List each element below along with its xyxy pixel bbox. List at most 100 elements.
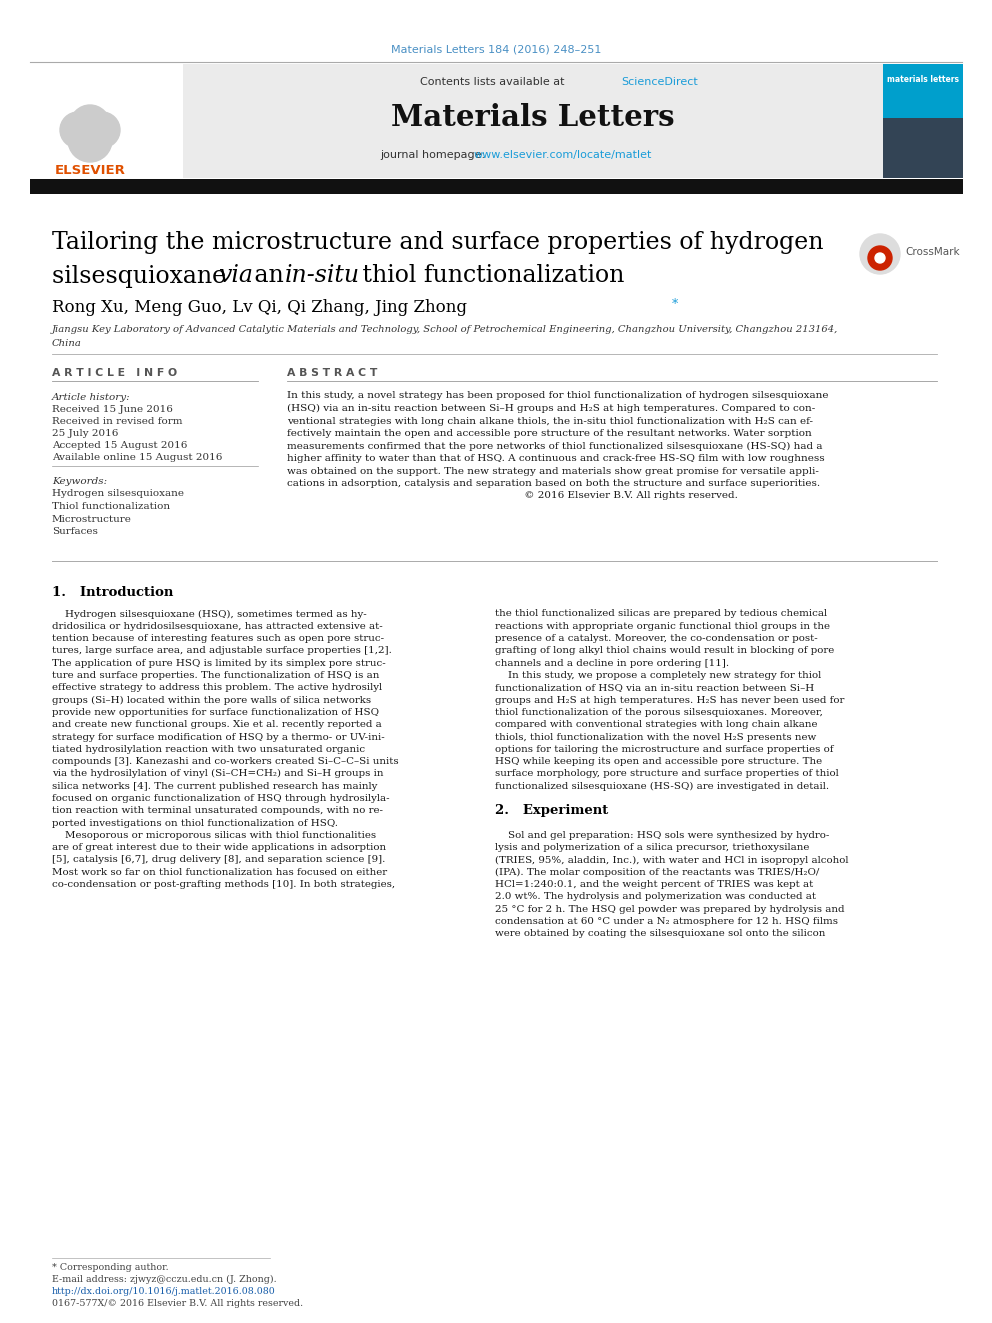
Text: Sol and gel preparation: HSQ sols were synthesized by hydro-: Sol and gel preparation: HSQ sols were s… [495,831,829,840]
FancyBboxPatch shape [30,64,182,179]
Text: Most work so far on thiol functionalization has focused on either: Most work so far on thiol functionalizat… [52,868,387,877]
FancyBboxPatch shape [30,179,963,194]
Text: The application of pure HSQ is limited by its simplex pore struc-: The application of pure HSQ is limited b… [52,659,386,668]
Text: (HSQ) via an in-situ reaction between Si–H groups and H₂S at high temperatures. : (HSQ) via an in-situ reaction between Si… [287,404,815,413]
FancyBboxPatch shape [883,118,963,179]
Text: thiol functionalization: thiol functionalization [355,265,624,287]
Text: Hydrogen silsesquioxane (HSQ), sometimes termed as hy-: Hydrogen silsesquioxane (HSQ), sometimes… [52,610,367,619]
Text: silsesquioxane: silsesquioxane [52,265,234,287]
Text: HSQ while keeping its open and accessible pore structure. The: HSQ while keeping its open and accessibl… [495,757,822,766]
Text: ELSEVIER: ELSEVIER [55,164,126,176]
Text: Keywords:: Keywords: [52,476,107,486]
Text: 25 °C for 2 h. The HSQ gel powder was prepared by hydrolysis and: 25 °C for 2 h. The HSQ gel powder was pr… [495,905,844,914]
Text: 25 July 2016: 25 July 2016 [52,430,118,438]
Text: focused on organic functionalization of HSQ through hydrosilyla-: focused on organic functionalization of … [52,794,390,803]
Circle shape [60,112,96,148]
Text: presence of a catalyst. Moreover, the co-condensation or post-: presence of a catalyst. Moreover, the co… [495,634,817,643]
Text: and create new functional groups. Xie et al. recently reported a: and create new functional groups. Xie et… [52,720,382,729]
Circle shape [860,234,900,274]
Text: 1.   Introduction: 1. Introduction [52,586,174,599]
Text: the thiol functionalized silicas are prepared by tedious chemical: the thiol functionalized silicas are pre… [495,610,827,618]
Text: ventional strategies with long chain alkane thiols, the in-situ thiol functional: ventional strategies with long chain alk… [287,417,813,426]
Text: Received 15 June 2016: Received 15 June 2016 [52,406,173,414]
Text: Mesoporous or microporous silicas with thiol functionalities: Mesoporous or microporous silicas with t… [52,831,376,840]
Text: Tailoring the microstructure and surface properties of hydrogen: Tailoring the microstructure and surface… [52,232,823,254]
Text: A B S T R A C T: A B S T R A C T [287,368,377,378]
Text: thiols, thiol functionalization with the novel H₂S presents new: thiols, thiol functionalization with the… [495,733,816,741]
Text: channels and a decline in pore ordering [11].: channels and a decline in pore ordering … [495,659,729,668]
Text: [5], catalysis [6,7], drug delivery [8], and separation science [9].: [5], catalysis [6,7], drug delivery [8],… [52,856,385,864]
Text: Thiol functionalization: Thiol functionalization [52,501,170,511]
Text: Materials Letters 184 (2016) 248–251: Materials Letters 184 (2016) 248–251 [391,45,601,56]
Text: China: China [52,339,82,348]
Text: Accepted 15 August 2016: Accepted 15 August 2016 [52,442,187,451]
Text: reactions with appropriate organic functional thiol groups in the: reactions with appropriate organic funct… [495,622,830,631]
Text: E-mail address: zjwyz@cczu.edu.cn (J. Zhong).: E-mail address: zjwyz@cczu.edu.cn (J. Zh… [52,1274,277,1283]
Text: Jiangsu Key Laboratory of Advanced Catalytic Materials and Technology, School of: Jiangsu Key Laboratory of Advanced Catal… [52,325,838,335]
Text: journal homepage:: journal homepage: [380,149,489,160]
Text: groups (Si–H) located within the pore walls of silica networks: groups (Si–H) located within the pore wa… [52,696,371,705]
Text: In this study, we propose a completely new strategy for thiol: In this study, we propose a completely n… [495,671,821,680]
Text: are of great interest due to their wide applications in adsorption: are of great interest due to their wide … [52,843,386,852]
Text: lysis and polymerization of a silica precursor, triethoxysilane: lysis and polymerization of a silica pre… [495,843,809,852]
Text: provide new opportunities for surface functionalization of HSQ: provide new opportunities for surface fu… [52,708,379,717]
Text: (TRIES, 95%, aladdin, Inc.), with water and HCl in isopropyl alcohol: (TRIES, 95%, aladdin, Inc.), with water … [495,856,848,864]
Text: surface morphology, pore structure and surface properties of thiol: surface morphology, pore structure and s… [495,770,839,778]
Text: http://dx.doi.org/10.1016/j.matlet.2016.08.080: http://dx.doi.org/10.1016/j.matlet.2016.… [52,1286,276,1295]
FancyBboxPatch shape [183,64,883,179]
Text: in-situ: in-situ [285,265,360,287]
Text: strategy for surface modification of HSQ by a thermo- or UV-ini-: strategy for surface modification of HSQ… [52,733,385,741]
Text: functionalized silsesquioxane (HS-SQ) are investigated in detail.: functionalized silsesquioxane (HS-SQ) ar… [495,782,829,791]
Text: HCl=1:240:0.1, and the weight percent of TRIES was kept at: HCl=1:240:0.1, and the weight percent of… [495,880,813,889]
Text: co-condensation or post-grafting methods [10]. In both strategies,: co-condensation or post-grafting methods… [52,880,395,889]
Text: tion reaction with terminal unsaturated compounds, with no re-: tion reaction with terminal unsaturated … [52,806,383,815]
Text: CrossMark: CrossMark [905,247,959,257]
Text: tures, large surface area, and adjustable surface properties [1,2].: tures, large surface area, and adjustabl… [52,647,392,655]
Text: 2.   Experiment: 2. Experiment [495,804,608,818]
Text: A R T I C L E   I N F O: A R T I C L E I N F O [52,368,178,378]
Text: groups and H₂S at high temperatures. H₂S has never been used for: groups and H₂S at high temperatures. H₂S… [495,696,844,705]
Text: Received in revised form: Received in revised form [52,418,183,426]
Text: effective strategy to address this problem. The active hydrosilyl: effective strategy to address this probl… [52,683,382,692]
Text: 0167-577X/© 2016 Elsevier B.V. All rights reserved.: 0167-577X/© 2016 Elsevier B.V. All right… [52,1298,304,1307]
Text: higher affinity to water than that of HSQ. A continuous and crack-free HS-SQ fil: higher affinity to water than that of HS… [287,454,824,463]
Circle shape [68,118,112,161]
Text: *: * [672,298,679,311]
Circle shape [868,246,892,270]
Text: compounds [3]. Kanezashi and co-workers created Si–C–C–Si units: compounds [3]. Kanezashi and co-workers … [52,757,399,766]
Text: thiol functionalization of the porous silsesquioxanes. Moreover,: thiol functionalization of the porous si… [495,708,823,717]
Text: options for tailoring the microstructure and surface properties of: options for tailoring the microstructure… [495,745,833,754]
Text: Hydrogen silsesquioxane: Hydrogen silsesquioxane [52,490,184,499]
Text: www.elsevier.com/locate/matlet: www.elsevier.com/locate/matlet [474,149,653,160]
Text: via the hydrosilylation of vinyl (Si–CH=CH₂) and Si–H groups in: via the hydrosilylation of vinyl (Si–CH=… [52,770,384,778]
Text: compared with conventional strategies with long chain alkane: compared with conventional strategies wi… [495,720,817,729]
Circle shape [84,112,120,148]
Text: materials letters: materials letters [887,75,959,85]
Text: Surfaces: Surfaces [52,527,98,536]
Text: Contents lists available at: Contents lists available at [420,77,568,87]
Text: silica networks [4]. The current published research has mainly: silica networks [4]. The current publish… [52,782,377,791]
Text: tention because of interesting features such as open pore struc-: tention because of interesting features … [52,634,384,643]
Text: In this study, a novel strategy has been proposed for thiol functionalization of: In this study, a novel strategy has been… [287,392,828,401]
Text: Article history:: Article history: [52,393,131,401]
Text: measurements confirmed that the pore networks of thiol functionalized silsesquio: measurements confirmed that the pore net… [287,442,822,451]
Text: 2.0 wt%. The hydrolysis and polymerization was conducted at: 2.0 wt%. The hydrolysis and polymerizati… [495,893,816,901]
Text: functionalization of HSQ via an in-situ reaction between Si–H: functionalization of HSQ via an in-situ … [495,683,814,692]
Text: cations in adsorption, catalysis and separation based on both the structure and : cations in adsorption, catalysis and sep… [287,479,820,488]
Text: tiated hydrosilylation reaction with two unsaturated organic: tiated hydrosilylation reaction with two… [52,745,365,754]
Text: Materials Letters: Materials Letters [391,103,675,132]
Text: * Corresponding author.: * Corresponding author. [52,1262,169,1271]
Text: fectively maintain the open and accessible pore structure of the resultant netwo: fectively maintain the open and accessib… [287,429,811,438]
Text: was obtained on the support. The new strategy and materials show great promise f: was obtained on the support. The new str… [287,467,818,475]
Text: Microstructure: Microstructure [52,515,132,524]
Text: via: via [218,265,253,287]
Text: were obtained by coating the silsesquioxane sol onto the silicon: were obtained by coating the silsesquiox… [495,929,825,938]
Text: ported investigations on thiol functionalization of HSQ.: ported investigations on thiol functiona… [52,819,338,828]
Text: dridosilica or hydridosilsesquioxane, has attracted extensive at-: dridosilica or hydridosilsesquioxane, ha… [52,622,383,631]
Circle shape [70,105,110,146]
FancyBboxPatch shape [883,64,963,179]
Text: Available online 15 August 2016: Available online 15 August 2016 [52,454,222,463]
Text: grafting of long alkyl thiol chains would result in blocking of pore: grafting of long alkyl thiol chains woul… [495,647,834,655]
Circle shape [875,253,885,263]
Text: an: an [247,265,292,287]
